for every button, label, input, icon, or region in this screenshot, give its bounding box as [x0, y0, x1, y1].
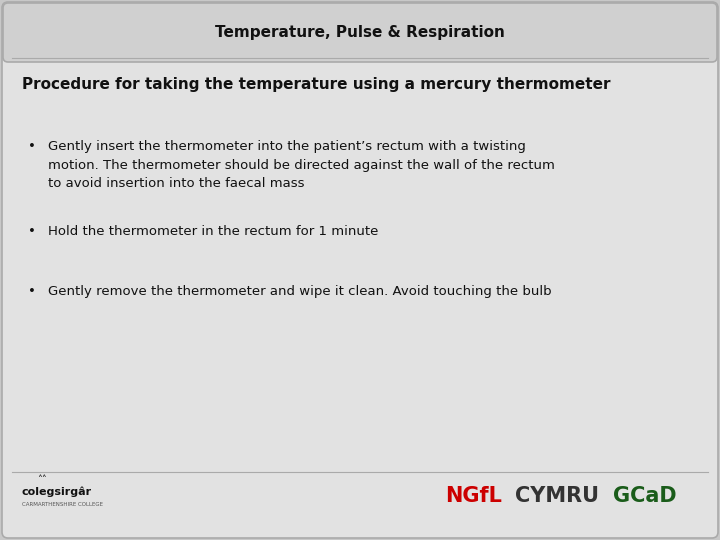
Text: Gently insert the thermometer into the patient’s rectum with a twisting
motion. : Gently insert the thermometer into the p… [48, 140, 555, 190]
Text: •: • [28, 225, 36, 238]
Text: •: • [28, 285, 36, 298]
Text: CYMRU: CYMRU [515, 486, 599, 506]
Text: Temperature, Pulse & Respiration: Temperature, Pulse & Respiration [215, 24, 505, 39]
FancyBboxPatch shape [3, 3, 717, 62]
Text: •: • [28, 140, 36, 153]
Text: colegsirgâr: colegsirgâr [22, 487, 92, 497]
Text: CARMARTHENSHIRE COLLEGE: CARMARTHENSHIRE COLLEGE [22, 502, 103, 507]
Text: GCaD: GCaD [613, 486, 677, 506]
Text: NGfL: NGfL [445, 486, 502, 506]
Text: Hold the thermometer in the rectum for 1 minute: Hold the thermometer in the rectum for 1… [48, 225, 379, 238]
Text: Gently remove the thermometer and wipe it clean. Avoid touching the bulb: Gently remove the thermometer and wipe i… [48, 285, 552, 298]
Text: ˄˄: ˄˄ [37, 475, 47, 485]
Text: Procedure for taking the temperature using a mercury thermometer: Procedure for taking the temperature usi… [22, 77, 611, 91]
